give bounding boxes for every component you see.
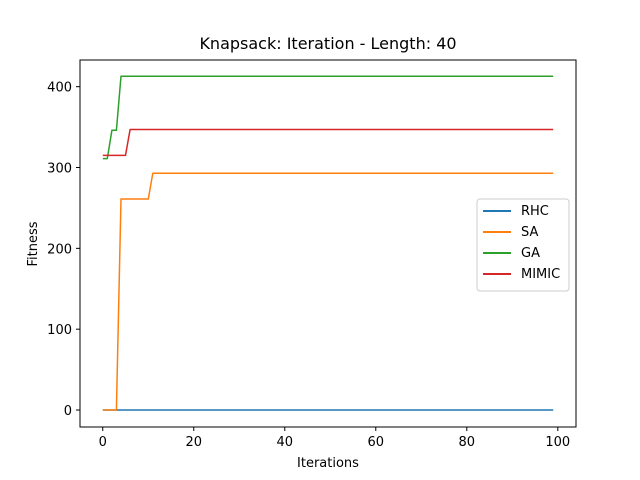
- plot-area: [79, 59, 577, 428]
- y-axis: 0 100 200 300 400: [47, 81, 80, 419]
- legend-label-sa: SA: [521, 225, 538, 240]
- x-tick-label: 0: [99, 435, 107, 450]
- x-axis-label: Iterations: [297, 456, 359, 471]
- x-tick-label: 80: [459, 435, 476, 450]
- legend: RHC SA GA MIMIC: [476, 198, 570, 292]
- x-tick-label: 60: [368, 435, 385, 450]
- y-tick-label: 200: [47, 242, 72, 257]
- x-tick-label: 20: [185, 435, 202, 450]
- y-tick-label: 100: [47, 323, 72, 338]
- series-line-sa: [102, 172, 554, 411]
- y-tick-label: 0: [64, 404, 72, 419]
- series-line-ga: [102, 75, 554, 160]
- legend-label-rhc: RHC: [521, 204, 549, 219]
- chart-title: Knapsack: Iteration - Length: 40: [199, 34, 456, 53]
- x-axis: 0 20 40 60 80 100: [99, 427, 570, 450]
- x-tick-label: 40: [276, 435, 293, 450]
- x-tick-label: 100: [545, 435, 570, 450]
- series-lines: [102, 75, 554, 411]
- y-tick-label: 300: [47, 162, 72, 177]
- series-line-mimic: [102, 128, 554, 157]
- y-axis-label: Fitness: [26, 221, 41, 266]
- legend-label-mimic: MIMIC: [521, 267, 560, 282]
- legend-label-ga: GA: [521, 246, 540, 261]
- legend-box: [476, 198, 570, 292]
- y-tick-label: 400: [47, 81, 72, 96]
